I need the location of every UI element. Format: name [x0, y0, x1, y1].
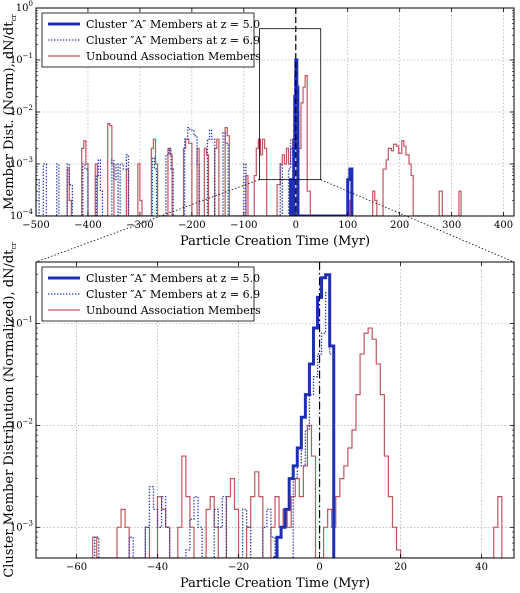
bottom-x-axis-label: Particle Creation Time (Myr): [180, 576, 370, 591]
x-tick-label: 100: [338, 220, 357, 231]
x-tick-label: −300: [126, 220, 153, 231]
series-line-2: [66, 75, 462, 216]
legend-box: [41, 12, 255, 68]
bottom-series-group: [90, 273, 503, 558]
top-grid: [36, 8, 514, 216]
top-panel: −500 −400 −300 −200 −100 0 100 200 300 40010−410−…: [2, 0, 515, 249]
legend-label: Cluster ″A″ Members at z = 6.9: [86, 288, 260, 301]
x-tick-label: −400: [74, 220, 101, 231]
legend-label: Cluster ″A″ Members at z = 5.0: [86, 272, 260, 285]
top-ticks: −500 −400 −300 −200 −100 0 100 200 300 40010−410−…: [10, 0, 514, 231]
legend-label: Cluster ″A″ Members at z = 5.0: [86, 18, 260, 31]
zoom-connector-left: [35, 179, 260, 263]
x-tick-label: −60: [66, 562, 87, 573]
zoom-region-box: [259, 28, 322, 181]
top-y-axis-label: Member Dist. (Norm), dN/dtcr: [2, 14, 18, 210]
top-series-group: [36, 58, 462, 216]
y-tick-label: 100: [16, 0, 33, 14]
x-tick-label: −20: [228, 562, 249, 573]
x-tick-label: −500: [22, 220, 49, 231]
legend-label: Unbound Association Members: [86, 304, 261, 317]
bottom-legend: Cluster ″A″ Members at z = 5.0 Cluster ″A…: [41, 266, 261, 322]
x-tick-label: −40: [147, 562, 168, 573]
legend-box: [41, 266, 255, 322]
x-tick-label: −100: [230, 220, 257, 231]
series-line-0: [272, 273, 336, 558]
x-tick-label: −200: [178, 220, 205, 231]
x-tick-label: 20: [394, 562, 407, 573]
bottom-y-axis-label: Cluster Member Distribution (Normalized)…: [2, 242, 18, 578]
series-line-1: [36, 75, 300, 216]
zoom-connector-right: [320, 179, 515, 263]
x-tick-label: 200: [390, 220, 409, 231]
x-tick-label: 300: [442, 220, 461, 231]
legend-label: Cluster ″A″ Members at z = 6.9: [86, 34, 260, 47]
bottom-plot-frame: [35, 261, 515, 559]
x-tick-label: 400: [494, 220, 513, 231]
x-tick-label: 0: [293, 220, 299, 231]
x-tick-label: 0: [316, 562, 322, 573]
x-tick-label: 40: [475, 562, 488, 573]
legend-label: Unbound Association Members: [86, 50, 261, 63]
top-x-axis-label: Particle Creation Time (Myr): [180, 234, 370, 249]
top-legend: Cluster ″A″ Members at z = 5.0 Cluster ″A…: [41, 12, 261, 68]
series-line-2: [92, 327, 503, 558]
